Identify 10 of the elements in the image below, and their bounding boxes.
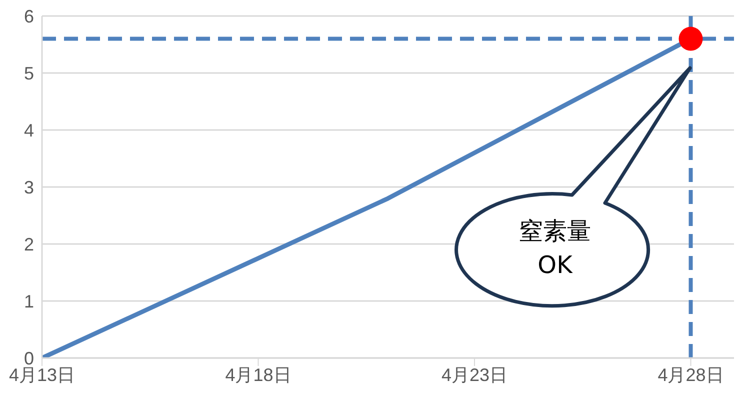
- y-tick-label: 2: [24, 234, 34, 254]
- annotation: 窒素量 OK: [518, 216, 592, 281]
- y-tick-label: 6: [24, 6, 34, 26]
- x-tick-label: 4月18日: [225, 364, 292, 385]
- y-tick-label: 3: [24, 177, 34, 198]
- y-tick-label: 4: [24, 120, 34, 140]
- x-tick-label: 4月28日: [658, 364, 724, 385]
- x-tick-label: 4月23日: [441, 364, 508, 385]
- y-tick-label: 5: [24, 63, 34, 84]
- y-tick-label: 1: [24, 291, 34, 312]
